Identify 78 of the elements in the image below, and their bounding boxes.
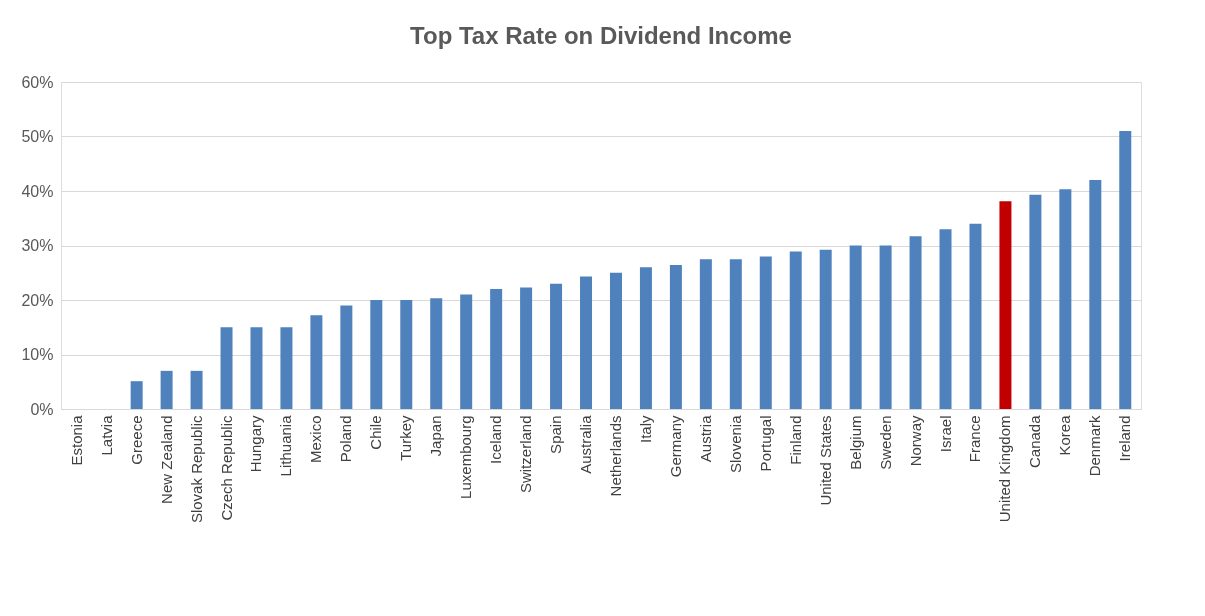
x-tick-label: United Kingdom (996, 415, 1014, 523)
bar (370, 300, 383, 409)
bar (580, 276, 593, 409)
bar (729, 259, 742, 409)
x-tick-label: Korea (1056, 414, 1074, 456)
bar (340, 305, 353, 409)
y-tick-label: 50% (21, 128, 54, 145)
bar (190, 370, 203, 409)
x-tick-label: Estonia (67, 414, 85, 466)
x-tick-label: Germany (666, 415, 684, 478)
bar (250, 327, 263, 409)
x-tick-label: Lithuania (277, 414, 295, 477)
x-tick-label: Latvia (97, 414, 115, 456)
x-tick-label: Greece (127, 415, 145, 465)
bar (160, 370, 173, 409)
bar (1059, 189, 1072, 409)
bar (310, 315, 323, 409)
x-tick-label: Netherlands (606, 415, 624, 497)
bar (520, 287, 533, 409)
x-tick-label: Slovenia (726, 414, 744, 474)
y-tick-label: 60% (21, 73, 54, 91)
x-tick-label: Switzerland (517, 415, 535, 494)
x-tick-label: Sweden (876, 415, 894, 470)
x-tick-label: Canada (1026, 414, 1044, 469)
x-tick-label: Hungary (247, 415, 265, 473)
bar (1119, 131, 1132, 409)
bar (639, 267, 652, 409)
x-tick-label: Poland (337, 415, 355, 463)
x-tick-label: Chile (367, 415, 385, 450)
bar (430, 298, 443, 409)
bar (699, 259, 712, 409)
bar (789, 251, 802, 409)
bar (400, 300, 413, 409)
x-tick-label: Norway (906, 415, 924, 467)
x-tick-label: New Zealand (157, 415, 175, 504)
bar (220, 327, 233, 409)
x-tick-label: France (966, 415, 984, 463)
y-tick-label: 0% (30, 400, 54, 418)
x-tick-label: Ireland (1116, 415, 1134, 462)
x-tick-label: Israel (936, 415, 954, 453)
x-tick-label: Iceland (487, 415, 505, 464)
bar (819, 249, 832, 409)
bar (280, 327, 293, 409)
x-tick-label: Mexico (307, 415, 325, 464)
x-tick-label: Japan (427, 415, 445, 457)
y-tick-label: 30% (21, 237, 54, 254)
y-tick-label: 10% (21, 346, 54, 363)
bar (879, 245, 892, 409)
bar (669, 265, 682, 409)
bar (460, 294, 473, 409)
x-tick-label: Denmark (1086, 415, 1104, 477)
x-tick-label: Portugal (756, 415, 774, 472)
x-tick-label: United States (816, 415, 834, 506)
bar (1029, 194, 1042, 409)
bar (759, 256, 772, 409)
chart-title: Top Tax Rate on Dividend Income (410, 22, 792, 49)
bar (550, 283, 563, 409)
bar (849, 245, 862, 409)
bar (130, 381, 143, 409)
x-tick-label: Belgium (846, 415, 864, 470)
y-tick-label: 40% (21, 182, 54, 200)
x-tick-label: Spain (547, 415, 565, 454)
bar (939, 229, 952, 409)
x-tick-label: Italy (636, 415, 654, 444)
x-tick-label: Luxembourg (457, 415, 475, 499)
x-tick-label: Czech Republic (217, 415, 235, 521)
x-tick-label: Finland (786, 415, 804, 465)
x-tick-label: Turkey (397, 415, 415, 461)
bar (969, 223, 982, 409)
bar (909, 236, 922, 409)
x-tick-label: Austria (696, 414, 714, 463)
bar (490, 289, 503, 409)
bar (999, 201, 1012, 409)
x-tick-label: Slovak Republic (187, 415, 205, 524)
bar (1089, 180, 1102, 409)
bar (609, 272, 622, 409)
x-tick-label: Australia (577, 414, 595, 474)
y-tick-label: 20% (21, 291, 54, 309)
